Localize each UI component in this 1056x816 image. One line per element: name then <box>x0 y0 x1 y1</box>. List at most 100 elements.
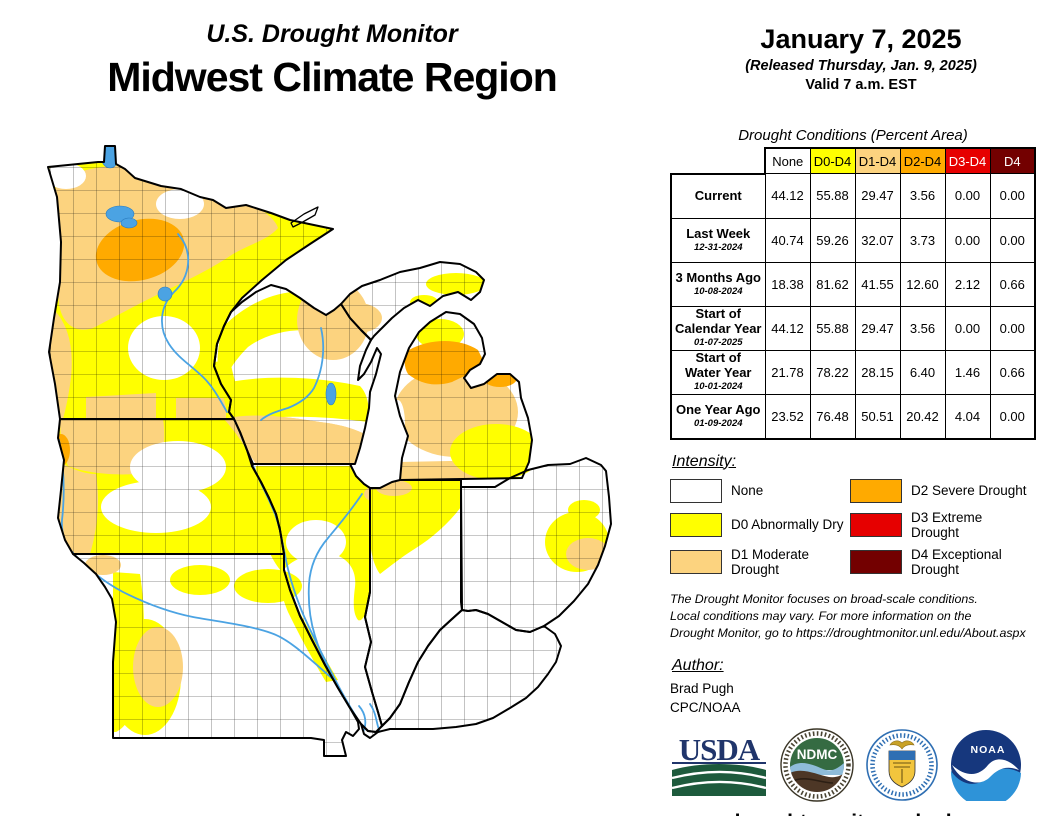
rivers-and-lakes <box>58 146 381 733</box>
value-cell: 29.47 <box>854 305 901 351</box>
value-cell: 0.00 <box>944 173 991 219</box>
value-cell: 0.00 <box>944 305 991 351</box>
report-title: U.S. Drought Monitor <box>206 20 458 48</box>
value-cell: 0.00 <box>989 393 1036 440</box>
report-header: U.S. Drought Monitor Midwest Climate Reg… <box>58 20 606 101</box>
value-cell: 81.62 <box>809 261 856 307</box>
author-org: CPC/NOAA <box>670 699 741 715</box>
row-date: 12-31-2024 <box>693 241 743 253</box>
value-cell: 20.42 <box>899 393 946 440</box>
ndmc-logo: NDMC <box>780 728 854 802</box>
row-date: 10-08-2024 <box>693 285 743 297</box>
legend-label: D1 Moderate Drought <box>731 546 810 577</box>
table-row: 3 Months Ago 10-08-2024 18.38 81.62 41.55… <box>670 261 1036 307</box>
value-cell: 18.38 <box>764 261 811 307</box>
row-label: Start of Water Year <box>685 350 752 381</box>
value-cell: 55.88 <box>809 305 856 351</box>
value-cell: 78.22 <box>809 349 856 395</box>
legend-label: None <box>731 483 764 498</box>
noaa-logo: NOAA <box>950 729 1021 801</box>
value-cell: 3.56 <box>899 305 946 351</box>
row-label: Last Week <box>686 225 751 241</box>
doc-seal-logo <box>866 729 938 801</box>
legend-item-d0: D0 Abnormally Dry <box>670 510 850 540</box>
value-cell: 44.12 <box>764 305 811 351</box>
row-label: Current <box>694 187 742 203</box>
table-row: Start of Calendar Year 01-07-2025 44.12 5… <box>670 305 1036 351</box>
col-header-d1-d4: D1-D4 <box>854 147 901 174</box>
map-date: January 7, 2025 <box>760 24 962 54</box>
table-row: Last Week 12-31-2024 40.74 59.26 32.07 3.… <box>670 217 1036 263</box>
table-row: One Year Ago 01-09-2024 23.52 76.48 50.51… <box>670 393 1036 440</box>
river-illinois <box>307 493 363 668</box>
disclaimer-line: Local conditions may vary. For more info… <box>670 608 972 623</box>
legend-label: D2 Severe Drought <box>911 483 1027 498</box>
disclaimer-line: Drought Monitor, go to https://droughtmo… <box>670 625 1026 640</box>
value-cell: 4.04 <box>944 393 991 440</box>
value-cell: 0.00 <box>989 217 1036 263</box>
legend-item-d1: D1 Moderate Drought <box>670 547 850 577</box>
agency-logos: USDA NDMC <box>670 728 1022 802</box>
midwest-map-svg <box>47 145 612 757</box>
value-cell: 59.26 <box>809 217 856 263</box>
d3-swatch <box>850 512 902 537</box>
table-row: Start of Water Year 10-01-2024 21.78 78.2… <box>670 349 1036 395</box>
website-url: droughtmonitor.unl.edu <box>670 811 1022 816</box>
release-date: (Released Thursday, Jan. 9, 2025) <box>745 58 977 74</box>
lake-mille-lacs <box>157 286 173 302</box>
value-cell: 40.74 <box>764 217 811 263</box>
table-row: Current 44.12 55.88 29.47 3.56 0.00 0.00 <box>670 172 1036 219</box>
legend-item-d3: D3 Extreme Drought <box>850 510 1034 540</box>
col-header-d0-d4: D0-D4 <box>809 147 856 174</box>
red-lake-lower <box>120 217 138 229</box>
d4-swatch <box>850 549 902 574</box>
value-cell: 23.52 <box>764 393 811 440</box>
legend-label: D0 Abnormally Dry <box>731 517 844 532</box>
value-cell: 12.60 <box>899 261 946 307</box>
value-cell: 1.46 <box>944 349 991 395</box>
d2-swatch <box>850 478 902 503</box>
region-title: Midwest Climate Region <box>107 54 558 100</box>
value-cell: 0.00 <box>989 305 1036 351</box>
value-cell: 76.48 <box>809 393 856 440</box>
none-swatch <box>670 478 722 503</box>
value-cell: 3.56 <box>899 173 946 219</box>
value-cell: 0.00 <box>989 173 1036 219</box>
value-cell: 3.73 <box>899 217 946 263</box>
legend-item-d2: D2 Severe Drought <box>850 478 1034 503</box>
d0-swatch <box>670 512 722 537</box>
valid-time: Valid 7 a.m. EST <box>805 77 917 93</box>
row-date: 10-01-2024 <box>693 380 743 392</box>
value-cell: 2.12 <box>944 261 991 307</box>
disclaimer-line: The Drought Monitor focuses on broad-sca… <box>670 591 978 606</box>
value-cell: 6.40 <box>899 349 946 395</box>
legend-label: D4 Exceptional Drought <box>911 546 1002 577</box>
drought-map <box>28 122 673 787</box>
value-cell: 32.07 <box>854 217 901 263</box>
svg-text:NDMC: NDMC <box>797 747 838 762</box>
value-cell: 41.55 <box>854 261 901 307</box>
value-cell: 55.88 <box>809 173 856 219</box>
row-date: 01-07-2025 <box>693 336 743 348</box>
value-cell: 21.78 <box>764 349 811 395</box>
row-date: 01-09-2024 <box>693 417 743 429</box>
col-header-d3-d4: D3-D4 <box>944 147 991 174</box>
d1-swatch <box>670 549 722 574</box>
lake-winnebago <box>325 382 337 406</box>
col-header-none: None <box>764 147 811 174</box>
drought-conditions-table: None D0-D4 D1-D4 D2-D4 D3-D4 D4 Current … <box>670 147 1036 440</box>
legend-item-none: None <box>670 478 850 503</box>
table-header-row: None D0-D4 D1-D4 D2-D4 D3-D4 D4 <box>671 147 1036 174</box>
row-label: One Year Ago <box>675 401 761 417</box>
river-wisconsin <box>260 327 325 421</box>
value-cell: 50.51 <box>854 393 901 440</box>
value-cell: 0.66 <box>989 261 1036 307</box>
col-header-d4: D4 <box>989 147 1036 174</box>
river-mississippi-upper <box>161 233 228 413</box>
value-cell: 44.12 <box>764 173 811 219</box>
legend-label: D3 Extreme Drought <box>911 509 983 540</box>
usda-logo: USDA <box>671 732 767 796</box>
author-heading: Author: <box>672 656 724 674</box>
svg-text:USDA: USDA <box>679 732 761 767</box>
